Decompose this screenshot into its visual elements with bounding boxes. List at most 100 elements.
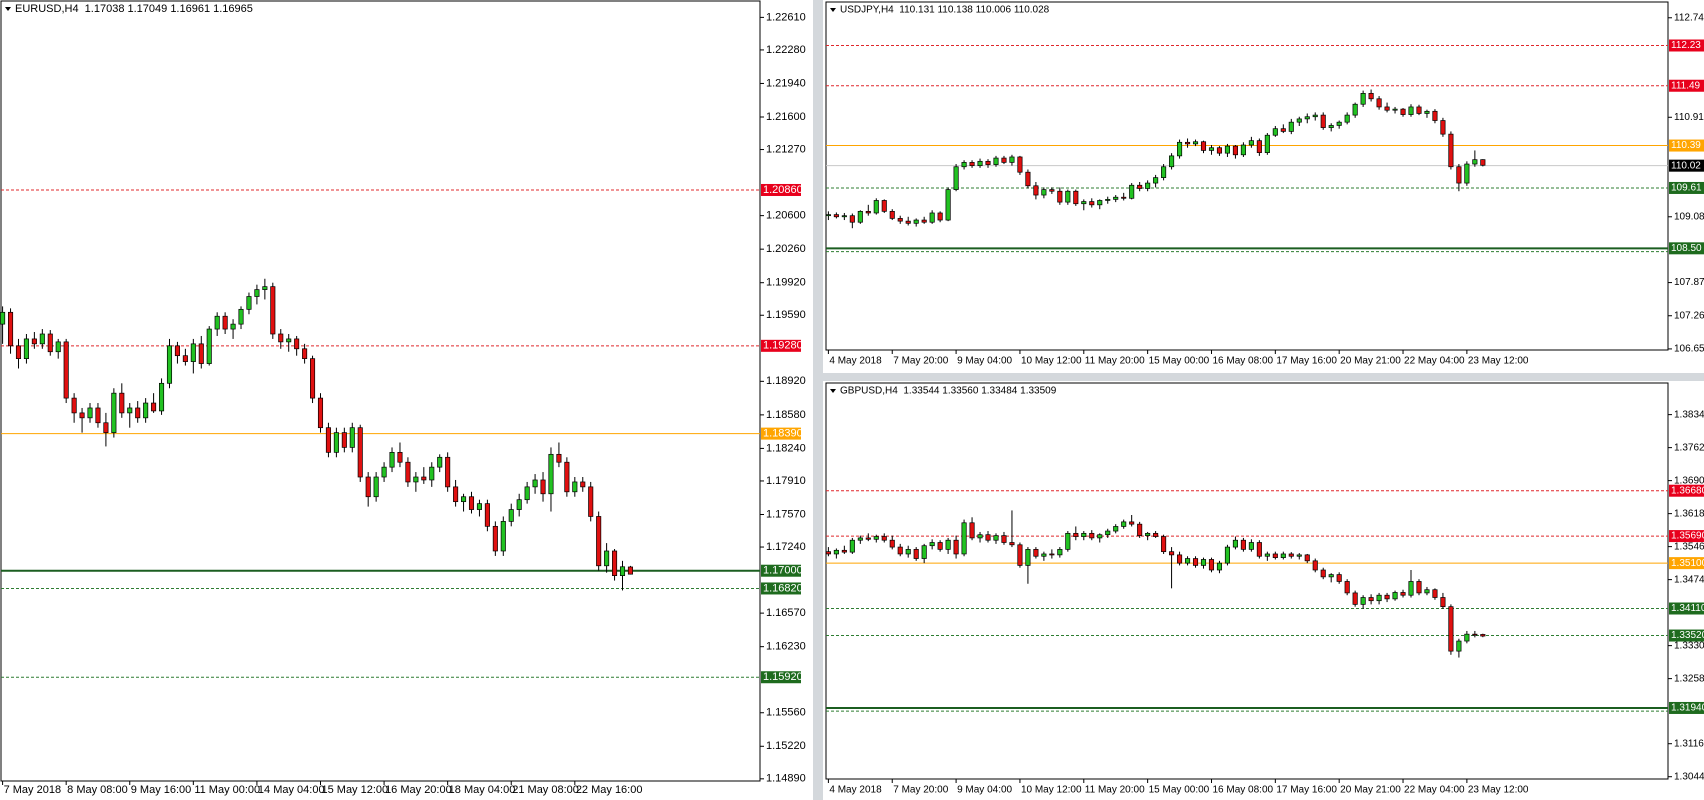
y-tick-label: 107.87: [1674, 277, 1704, 288]
candle-body: [833, 214, 839, 218]
level-label-box: [1669, 79, 1704, 92]
candle-body: [357, 427, 363, 478]
candle-body: [1424, 589, 1430, 594]
candle-body: [1033, 185, 1039, 196]
x-tick-label: 9 May 04:00: [957, 785, 1012, 796]
candle-body: [1344, 114, 1350, 123]
y-tick-label: 1.22280: [766, 44, 806, 56]
plot-frame: [825, 1, 1669, 351]
candle-body: [1288, 121, 1294, 132]
candle-body: [1480, 634, 1486, 637]
candle-body: [143, 402, 149, 419]
title-menu-icon: [830, 8, 836, 12]
candle-body: [1161, 166, 1167, 178]
candle-body: [1272, 553, 1278, 558]
candle-body: [889, 539, 895, 548]
candle-body: [1392, 592, 1398, 600]
candle-body: [977, 160, 983, 167]
candle-body: [206, 328, 212, 364]
candle-body: [969, 522, 975, 539]
candle-body: [548, 453, 554, 495]
candle-body: [825, 214, 831, 217]
level-label: 1.35690: [1671, 531, 1704, 542]
level-label: 1.35100: [1671, 558, 1704, 569]
candle-body: [1097, 534, 1103, 539]
y-tick-label: 110.91: [1674, 112, 1704, 123]
horizontal-separator: [823, 373, 1704, 381]
level-label: 112.23: [1671, 40, 1701, 51]
candle-body: [921, 545, 927, 559]
level-label-box: [761, 427, 801, 440]
candle-body: [1137, 523, 1143, 536]
candle-body: [1432, 589, 1438, 598]
candle-body: [1001, 157, 1007, 163]
candle-body: [508, 509, 514, 522]
candle-body: [373, 476, 379, 498]
candle-body: [1081, 201, 1087, 205]
candle-body: [841, 215, 847, 218]
candle-body: [1464, 633, 1470, 642]
level-label: 110.39: [1671, 140, 1701, 151]
candle-body: [1161, 536, 1167, 553]
candle-body: [1145, 532, 1151, 536]
candle-body: [1041, 189, 1047, 196]
candle-body: [556, 453, 562, 463]
candle-body: [1169, 551, 1175, 556]
candle-body: [1336, 121, 1342, 126]
candle-body: [857, 210, 863, 223]
candle-body: [1145, 182, 1151, 189]
candle-body: [596, 516, 602, 567]
candle-body: [492, 525, 498, 552]
candle-body: [1216, 562, 1223, 571]
y-tick-label: 1.21270: [766, 143, 806, 155]
candle-body: [953, 539, 959, 555]
y-tick-label: 1.22610: [766, 11, 806, 23]
candle-body: [1344, 581, 1350, 594]
candle-body: [1121, 521, 1127, 527]
candle-body: [1472, 633, 1478, 636]
level-label-box: [761, 183, 801, 196]
candle-body: [873, 200, 879, 214]
candle-body: [421, 476, 427, 481]
level-label-box: [761, 671, 801, 684]
x-tick-label: 11 May 00:00: [194, 784, 260, 796]
candle-body: [1184, 141, 1191, 145]
x-tick-label: 22 May 04:00: [1404, 785, 1465, 796]
level-label: 1.31940: [1671, 703, 1704, 714]
candle-body: [961, 162, 967, 168]
candle-body: [1296, 118, 1302, 123]
candle-body: [1073, 532, 1079, 537]
candle-body: [889, 210, 895, 219]
level-label-box: [1669, 139, 1704, 152]
x-tick-label: 22 May 16:00: [576, 784, 643, 796]
candle-body: [1472, 159, 1478, 165]
y-tick-label: 1.19590: [766, 309, 806, 321]
candle-body: [881, 536, 887, 541]
level-label-box: [1669, 39, 1704, 52]
candle-body: [1328, 125, 1334, 128]
y-tick-label: 1.18920: [766, 375, 806, 387]
candle-body: [437, 456, 443, 468]
candle-body: [897, 546, 903, 555]
y-tick-label: 1.17910: [766, 475, 806, 487]
candle-body: [461, 496, 467, 503]
candle-body: [1272, 128, 1278, 136]
candle-body: [429, 466, 435, 481]
x-tick-label: 23 May 12:00: [1468, 785, 1529, 796]
x-tick-label: 15 May 12:00: [321, 784, 388, 796]
candle-body: [1352, 592, 1358, 605]
candle-body: [524, 486, 530, 501]
candle-body: [1240, 539, 1246, 550]
candle-body: [937, 542, 943, 550]
y-tick-label: 1.31160: [1674, 738, 1704, 749]
candle-body: [389, 452, 395, 468]
candle-body: [905, 549, 911, 555]
candle-body: [627, 566, 633, 575]
candle-body: [1113, 196, 1119, 200]
candle-body: [1288, 553, 1294, 557]
x-tick-label: 15 May 00:00: [1149, 785, 1210, 796]
candle-body: [1073, 190, 1079, 205]
candle-body: [413, 476, 419, 483]
candle-body: [23, 338, 29, 359]
